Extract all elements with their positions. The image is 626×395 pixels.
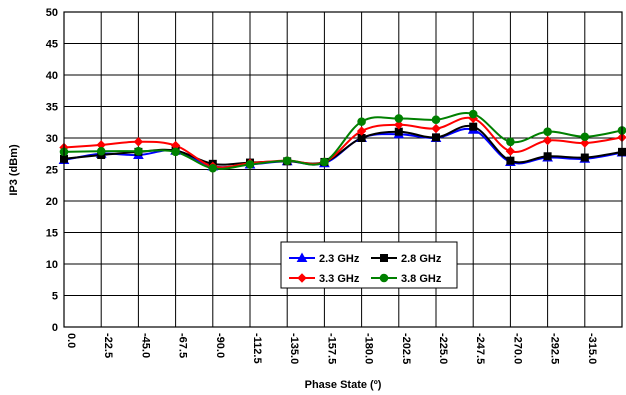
- data-point-3-3-ghz: [133, 137, 144, 147]
- x-axis-tick-labels: 0.0 -22.5 -45.0 -67.5 -90.0 -112.5 -135.0 -157.…: [65, 333, 626, 364]
- data-point-3-8-ghz: [506, 137, 515, 147]
- x-tick-label: -270.0: [511, 333, 523, 364]
- data-point-3-8-ghz: [431, 115, 441, 125]
- data-point-3-8-ghz: [320, 157, 329, 167]
- x-tick-label: -315.0: [586, 333, 598, 364]
- data-point-3-8-ghz: [282, 156, 292, 165]
- data-point-3-8-ghz: [394, 114, 404, 123]
- y-tick-label: 20: [46, 196, 58, 208]
- data-point-2-8-ghz: [543, 152, 552, 161]
- x-tick-label: -180.0: [363, 333, 375, 364]
- data-point-3-3-ghz: [505, 146, 516, 156]
- series-markers: [58, 109, 626, 173]
- series-line-3-3-ghz: [63, 116, 623, 169]
- legend-marker: [296, 252, 308, 262]
- y-tick-label: 5: [52, 291, 58, 303]
- x-tick-label: -112.5: [251, 333, 263, 364]
- x-tick-label: -45.0: [139, 333, 151, 358]
- x-tick-label: -247.5: [474, 333, 486, 364]
- data-point-3-3-ghz: [431, 123, 441, 134]
- x-tick-label: -67.5: [177, 333, 189, 358]
- x-tick-label: 0.0: [65, 333, 77, 348]
- legend-marker: [380, 254, 388, 262]
- series-lines: [63, 112, 623, 170]
- x-tick-label: -135.0: [288, 333, 300, 364]
- data-point-3-8-ghz: [208, 163, 218, 173]
- plot-border: [63, 11, 623, 328]
- x-tick-label: -157.5: [325, 333, 337, 364]
- data-point-3-8-ghz: [245, 160, 255, 169]
- data-point-3-8-ghz: [468, 109, 478, 119]
- y-tick-label: 35: [46, 102, 58, 114]
- x-tick-label: -292.5: [549, 333, 561, 364]
- legend-label: 2.3 GHz: [319, 253, 360, 265]
- series-line-3-8-ghz: [63, 112, 623, 170]
- y-tick-label: 10: [46, 259, 58, 271]
- legend: 2.3 GHz 2.8 GHz 3.3 GHz 3.8 GHz: [280, 241, 458, 289]
- data-point-2-8-ghz: [580, 153, 589, 162]
- y-tick-label: 0: [52, 322, 58, 334]
- data-point-3-3-ghz: [356, 126, 367, 136]
- data-point-3-8-ghz: [171, 147, 180, 157]
- y-tick-label: 25: [46, 165, 58, 177]
- y-tick-label: 30: [46, 133, 58, 145]
- data-point-3-8-ghz: [543, 127, 552, 136]
- legend-label: 2.8 GHz: [401, 253, 442, 265]
- legend-box: [280, 241, 458, 289]
- y-tick-label: 45: [46, 39, 58, 51]
- data-point-3-3-ghz: [580, 138, 590, 148]
- data-point-3-8-ghz: [580, 132, 590, 142]
- legend-label: 3.8 GHz: [401, 273, 442, 285]
- y-tick-label: 40: [46, 70, 58, 82]
- y-tick-label: 15: [46, 228, 58, 240]
- x-axis-title: Phase State (º): [305, 379, 382, 391]
- y-axis-tick-labels: 0 5 10 15 20 25 30 35 40 45 50: [46, 7, 58, 334]
- legend-marker: [297, 273, 307, 283]
- y-tick-label: 50: [46, 7, 58, 19]
- x-tick-label: -337.5: [623, 333, 626, 364]
- data-point-2-8-ghz: [469, 122, 478, 131]
- data-point-3-3-ghz: [542, 135, 553, 146]
- x-tick-label: -22.5: [102, 333, 114, 358]
- data-point-2-8-ghz: [506, 156, 515, 165]
- data-point-3-8-ghz: [134, 146, 143, 156]
- legend-label: 3.3 GHz: [319, 273, 360, 285]
- data-point-3-8-ghz: [96, 146, 106, 156]
- legend-marker: [379, 273, 389, 283]
- y-axis-title: IP3 (dBm): [8, 144, 20, 196]
- x-tick-label: -90.0: [214, 333, 226, 358]
- data-point-3-8-ghz: [357, 117, 366, 126]
- data-point-3-3-ghz: [394, 120, 404, 130]
- data-point-2-8-ghz: [432, 133, 440, 142]
- x-tick-label: -202.5: [400, 333, 412, 364]
- x-tick-label: -225.0: [437, 333, 449, 364]
